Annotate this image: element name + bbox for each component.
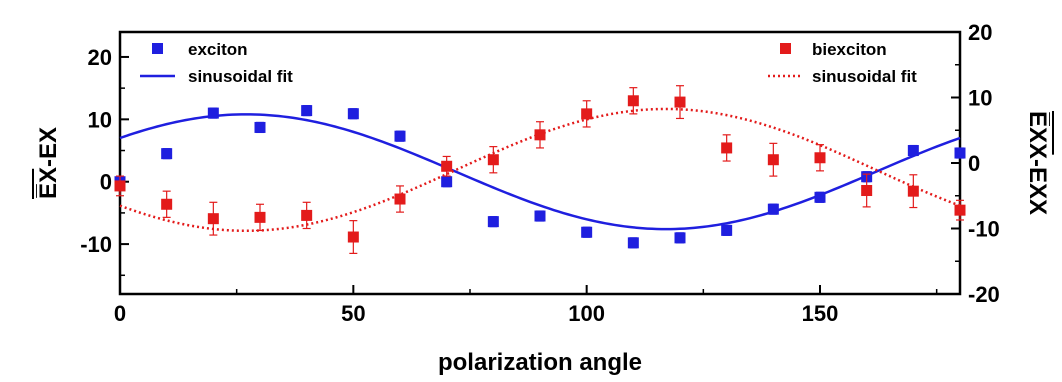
left-y-tick-label: 10 <box>88 107 112 132</box>
biexciton-point <box>254 211 266 223</box>
legend-biexciton-label: biexciton <box>812 40 887 59</box>
biexciton-point <box>861 185 873 197</box>
exciton-point <box>581 226 593 238</box>
left-y-tick-label: -10 <box>80 232 112 257</box>
biexciton-point <box>394 193 406 205</box>
exciton-point <box>441 176 453 188</box>
exciton-point <box>207 107 219 119</box>
exciton-point <box>767 203 779 215</box>
right-y-axis-title-text: E̅XX-EXX <box>1024 111 1051 215</box>
x-tick-label: 100 <box>568 301 605 326</box>
left-y-axis-title: E̅X-EX <box>32 127 62 200</box>
left-y-axis-title-text: E̅X-EX <box>35 127 62 199</box>
right-y-tick-label: 20 <box>968 20 992 45</box>
exciton-point <box>487 216 499 228</box>
biexciton-point <box>114 180 126 192</box>
exciton-point <box>721 224 733 236</box>
biexciton-point <box>767 154 779 166</box>
exciton-point <box>674 232 686 244</box>
biexciton-point <box>814 152 826 164</box>
svg-text:E̅XX-EXX: E̅XX-EXX <box>1024 111 1051 215</box>
biexciton-point <box>721 142 733 154</box>
biexciton-point <box>301 209 313 221</box>
legend-exciton-label: exciton <box>188 40 248 59</box>
data-points <box>114 85 966 254</box>
exciton-point <box>254 121 266 133</box>
exciton-point <box>394 130 406 142</box>
exciton-point <box>161 148 173 160</box>
x-axis-title: polarization angle <box>438 349 642 376</box>
svg-text:E̅X-EX: E̅X-EX <box>35 127 62 199</box>
exciton-point <box>347 108 359 120</box>
legend-exciton-fit-label: sinusoidal fit <box>188 67 293 86</box>
exciton-point <box>627 237 639 249</box>
biexciton-point <box>207 213 219 225</box>
biexciton-point <box>534 129 546 141</box>
biexciton-point <box>907 185 919 197</box>
x-axis-ticks: 0 50 100 150 <box>114 285 938 326</box>
exciton-point <box>534 210 546 222</box>
legend-right: biexciton sinusoidal fit <box>768 40 917 86</box>
biexciton-point <box>627 95 639 107</box>
right-y-tick-label: 0 <box>968 151 980 176</box>
right-y-axis-ticks: -20 -10 0 10 20 <box>951 20 1000 307</box>
left-y-tick-label: 0 <box>100 170 112 195</box>
legend-left: exciton sinusoidal fit <box>140 40 293 86</box>
exciton-point <box>814 191 826 203</box>
right-y-axis-title: E̅XX-EXX <box>1024 110 1054 215</box>
biexciton-point <box>581 108 593 120</box>
biexciton-point <box>347 231 359 243</box>
x-tick-label: 50 <box>341 301 365 326</box>
biexciton-point <box>954 204 966 216</box>
exciton-point <box>954 147 966 159</box>
right-y-tick-label: 10 <box>968 86 992 111</box>
biexciton-point <box>487 154 499 166</box>
exciton-point <box>907 145 919 157</box>
right-y-tick-label: -20 <box>968 282 1000 307</box>
legend-exciton-marker <box>152 43 163 54</box>
biexciton-point <box>161 198 173 210</box>
x-tick-label: 0 <box>114 301 126 326</box>
legend-biexciton-marker <box>780 43 791 54</box>
biexciton-point <box>674 96 686 108</box>
exciton-point <box>301 105 313 117</box>
left-y-tick-label: 20 <box>88 45 112 70</box>
biexciton-point <box>441 160 453 172</box>
right-y-tick-label: -10 <box>968 217 1000 242</box>
x-tick-label: 150 <box>802 301 839 326</box>
left-y-axis-ticks: -10 0 10 20 <box>80 45 129 277</box>
legend-biexciton-fit-label: sinusoidal fit <box>812 67 917 86</box>
